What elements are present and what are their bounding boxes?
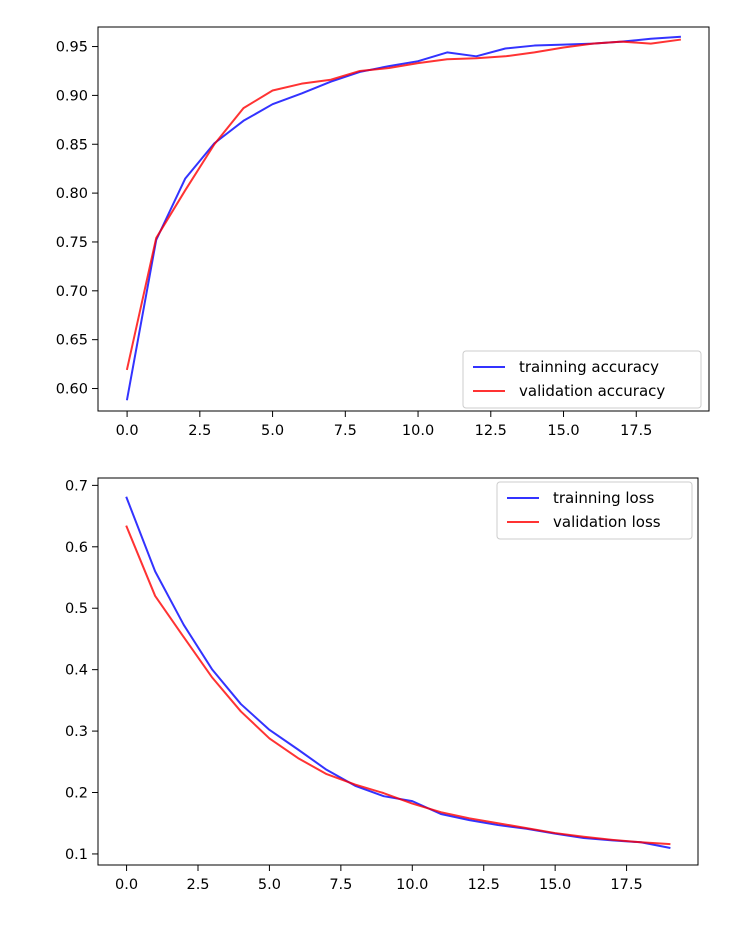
legend-label: validation accuracy bbox=[519, 382, 665, 400]
y-tick-label: 0.80 bbox=[56, 186, 88, 202]
y-tick-label: 0.70 bbox=[56, 284, 88, 300]
legend-box bbox=[462, 350, 702, 409]
x-tick-label: 2.5 bbox=[186, 877, 209, 893]
y-tick-label: 0.4 bbox=[65, 663, 88, 679]
x-tick-label: 10.0 bbox=[396, 877, 428, 893]
accuracy-chart: 0.0 2.5 5.0 7.5 10.0 12.5 15.0 17.5 0.60 0.65 0.70… bbox=[56, 26, 710, 439]
y-tick-label: 0.65 bbox=[56, 333, 88, 349]
loss-chart: 0.0 2.5 5.0 7.5 10.0 12.5 15.0 17.5 0.1 0.2 0.3 0.4… bbox=[65, 477, 699, 893]
x-tick-label: 0.0 bbox=[115, 877, 138, 893]
x-tick-label: 0.0 bbox=[116, 423, 139, 439]
y-tick-label: 0.1 bbox=[65, 847, 88, 863]
series-line-training bbox=[125, 35, 681, 401]
x-tick-label: 2.5 bbox=[188, 423, 211, 439]
y-tick-label: 0.75 bbox=[56, 235, 88, 251]
x-tick-label: 17.5 bbox=[620, 423, 652, 439]
legend-label: trainning accuracy bbox=[519, 358, 659, 376]
y-tick-label: 0.90 bbox=[56, 88, 88, 104]
legend-label: validation loss bbox=[553, 513, 661, 531]
legend: trainning accuracy validation accuracy bbox=[462, 350, 702, 409]
y-tick-label: 0.5 bbox=[65, 601, 88, 617]
legend: trainning loss validation loss bbox=[496, 481, 693, 540]
y-tick-label: 0.60 bbox=[56, 382, 88, 398]
series-line-validation bbox=[125, 38, 682, 371]
axes-frame bbox=[97, 26, 710, 412]
y-tick-label: 0.95 bbox=[56, 40, 88, 56]
x-tick-label: 10.0 bbox=[402, 423, 434, 439]
legend-label: trainning loss bbox=[553, 489, 655, 507]
y-tick-label: 0.2 bbox=[65, 786, 88, 802]
axes-frame bbox=[97, 477, 699, 866]
x-tick-label: 7.5 bbox=[334, 423, 357, 439]
y-tick-label: 0.7 bbox=[65, 478, 88, 494]
y-tick-label: 0.3 bbox=[65, 724, 88, 740]
y-tick-label: 0.6 bbox=[65, 540, 88, 556]
series-line-validation bbox=[125, 525, 671, 846]
y-tick-label: 0.85 bbox=[56, 137, 88, 153]
legend-box bbox=[496, 481, 693, 540]
x-tick-label: 5.0 bbox=[258, 877, 281, 893]
x-tick-label: 12.5 bbox=[475, 423, 507, 439]
x-tick-label: 12.5 bbox=[468, 877, 500, 893]
x-tick-label: 17.5 bbox=[610, 877, 642, 893]
x-tick-label: 5.0 bbox=[261, 423, 284, 439]
x-tick-label: 7.5 bbox=[329, 877, 352, 893]
x-tick-label: 15.0 bbox=[539, 877, 571, 893]
x-tick-label: 15.0 bbox=[547, 423, 579, 439]
